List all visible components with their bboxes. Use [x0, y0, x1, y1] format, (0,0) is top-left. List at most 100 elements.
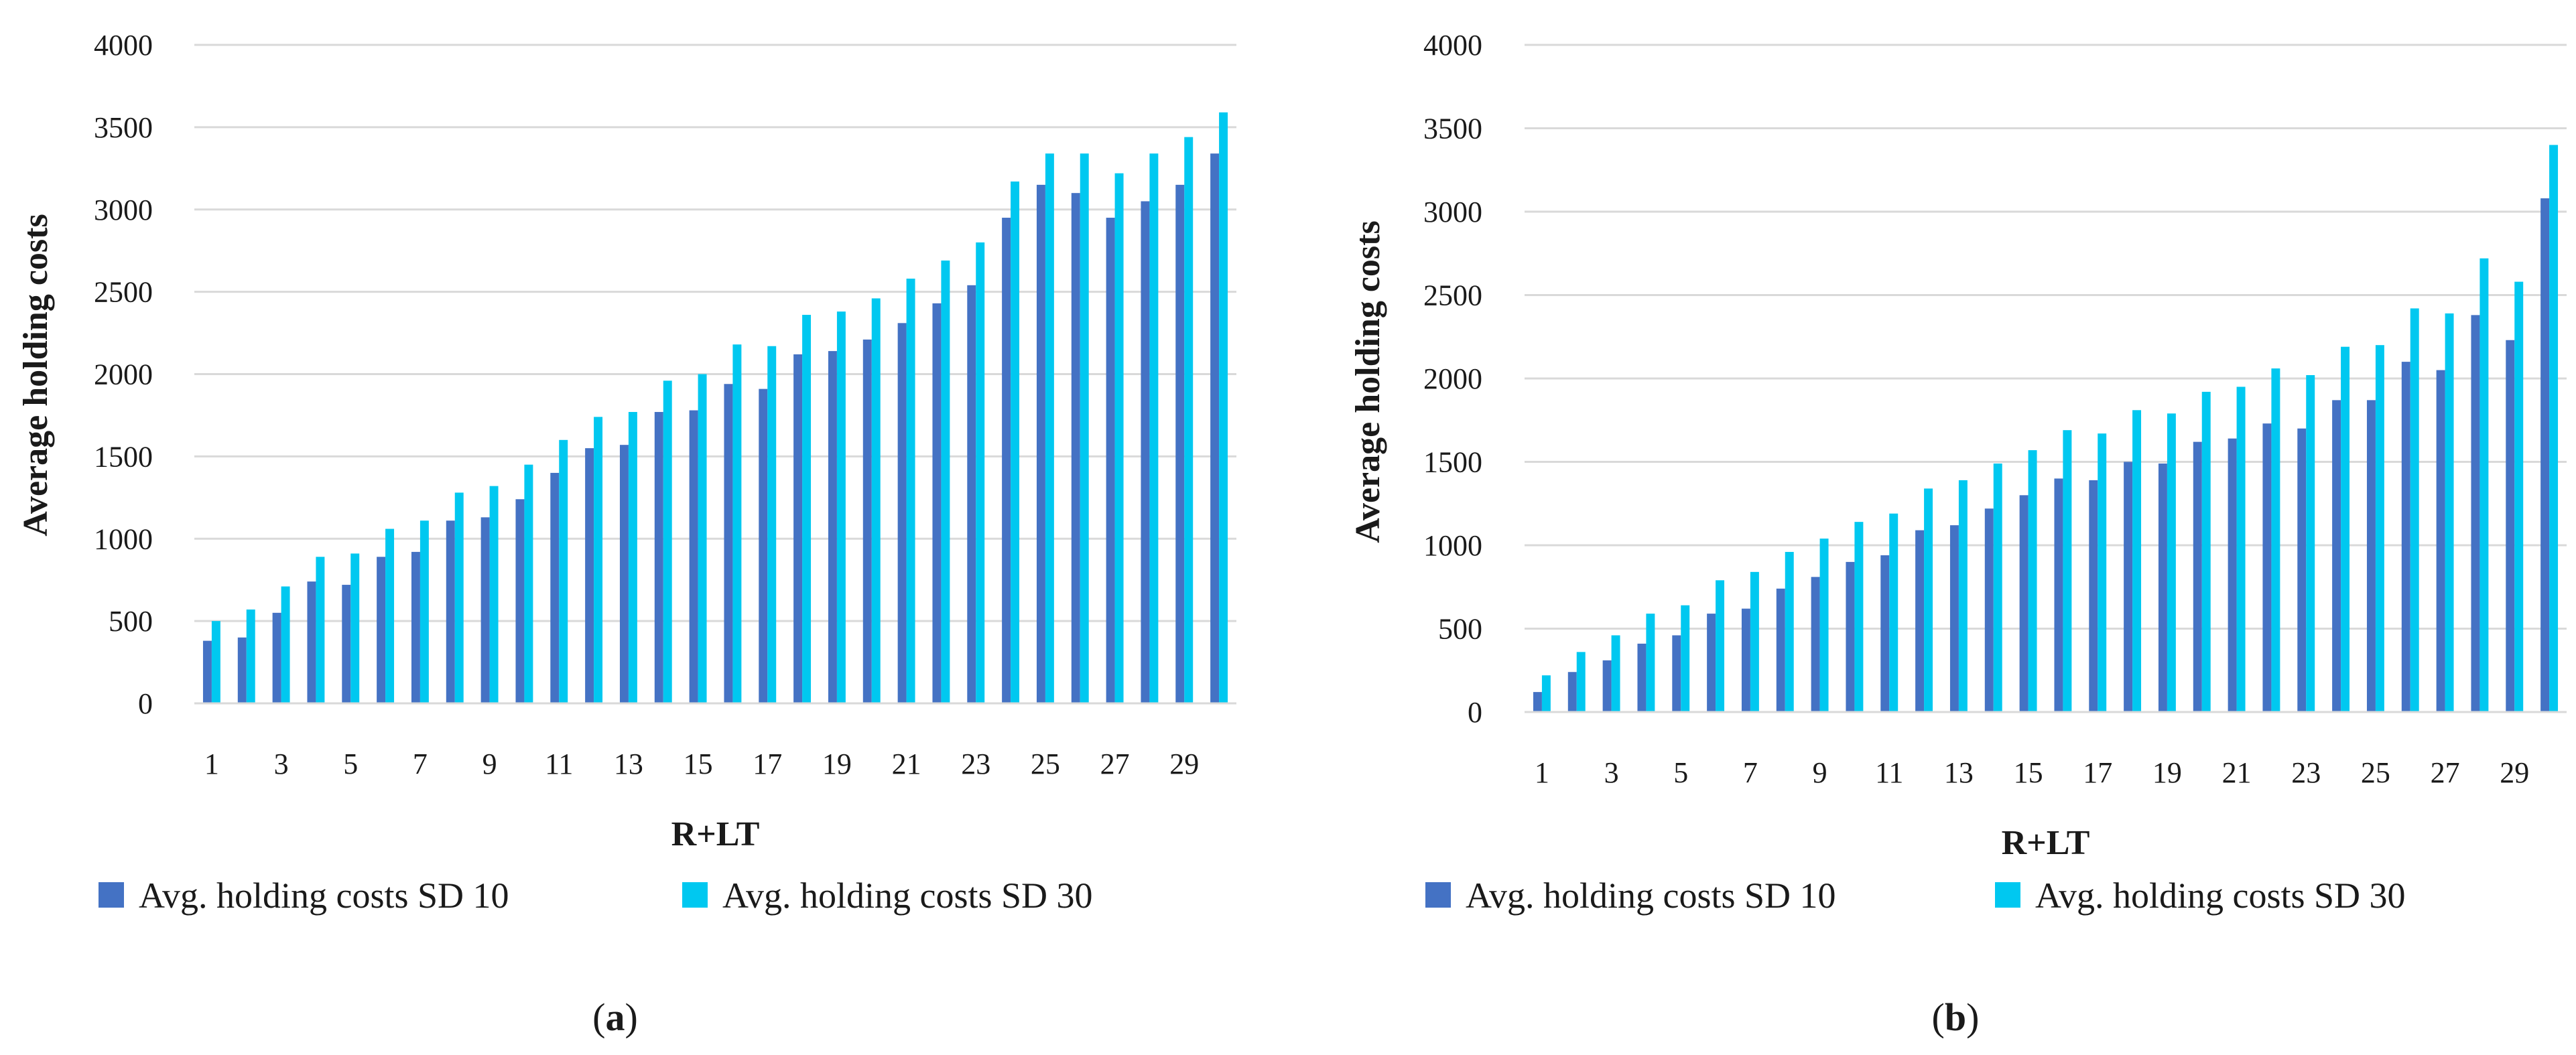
bar: [1541, 675, 1551, 712]
x-tick-label: 5: [343, 748, 358, 780]
bar: [2540, 198, 2550, 713]
bar: [2167, 413, 2176, 712]
bar: [480, 517, 490, 703]
x-tick-label: 5: [1673, 756, 1688, 789]
legend-label: Avg. holding costs SD 10: [139, 875, 509, 916]
x-tick-label: 21: [892, 748, 921, 780]
bar: [281, 586, 290, 703]
bar: [1002, 218, 1011, 704]
bar: [628, 412, 637, 703]
bar: [1889, 513, 1898, 712]
bar: [654, 412, 663, 703]
bar: [1785, 551, 1794, 712]
bar: [828, 351, 837, 703]
bar: [1846, 561, 1855, 712]
bar: [1576, 652, 1586, 712]
y-tick-label: 4000: [94, 29, 153, 62]
bar: [1880, 555, 1890, 712]
x-tick-label: 13: [1944, 756, 1974, 789]
bar: [2019, 495, 2028, 712]
bar: [732, 344, 742, 703]
bar: [1210, 153, 1220, 703]
x-tick-label: 19: [2152, 756, 2182, 789]
bar: [411, 551, 420, 703]
x-tick-label: 27: [2431, 756, 2460, 789]
bar: [2193, 441, 2202, 712]
bar: [967, 285, 976, 703]
bar: [862, 339, 872, 704]
bar: [1533, 692, 1542, 712]
bar: [454, 492, 464, 703]
y-axis-title: Average holding costs: [1349, 220, 1387, 543]
bar: [1175, 184, 1185, 703]
bar: [246, 609, 255, 703]
bar: [2228, 438, 2237, 712]
bar: [1602, 660, 1612, 712]
bar: [1811, 577, 1820, 712]
bar: [1106, 218, 1115, 704]
bar: [1716, 580, 1725, 712]
bar: [1750, 571, 1759, 712]
bar: [2098, 433, 2107, 712]
x-tick-label: 3: [274, 748, 289, 780]
bar: [446, 520, 455, 703]
bar: [2366, 400, 2376, 712]
y-tick-label: 3500: [94, 111, 153, 144]
bar: [550, 472, 560, 703]
bar: [1819, 539, 1829, 712]
bar: [1672, 635, 1681, 712]
x-tick-label: 19: [822, 748, 852, 780]
bar: [1915, 530, 1925, 712]
bar: [2271, 368, 2280, 712]
bar: [689, 410, 698, 703]
x-tick-label: 1: [204, 748, 219, 780]
bar: [836, 311, 846, 703]
y-tick-label: 4000: [1423, 29, 1482, 62]
bar: [2089, 480, 2098, 712]
y-tick-label: 2500: [94, 276, 153, 309]
bar: [1776, 588, 1785, 712]
y-tick-label: 3500: [1423, 113, 1482, 145]
bar: [1637, 643, 1647, 712]
bar: [724, 384, 733, 703]
y-tick-label: 3000: [1423, 196, 1482, 228]
y-tick-label: 500: [109, 605, 153, 638]
x-tick-label: 23: [961, 748, 990, 780]
bar: [211, 621, 220, 703]
x-tick-label: 7: [413, 748, 428, 780]
bar: [2436, 370, 2445, 712]
bar: [802, 315, 812, 703]
bar: [906, 278, 915, 704]
y-tick-label: 3000: [94, 194, 153, 226]
bar: [2480, 258, 2489, 713]
x-tick-label: 7: [1743, 756, 1758, 789]
legend-label: Avg. holding costs SD 30: [722, 875, 1093, 916]
bar: [2445, 313, 2454, 712]
bar: [1141, 201, 1150, 703]
bar: [2471, 315, 2480, 712]
bar: [1646, 614, 1655, 712]
y-tick-label: 1000: [1423, 529, 1482, 562]
bar: [1958, 480, 1968, 712]
x-tick-label: 17: [2083, 756, 2112, 789]
y-tick-label: 1000: [94, 522, 153, 555]
bar: [2201, 391, 2211, 712]
legend-swatch: [1425, 882, 1451, 908]
legend-label: Avg. holding costs SD 10: [1466, 875, 1836, 916]
panel-label: (b): [1932, 995, 1980, 1039]
x-tick-label: 29: [1169, 748, 1199, 780]
y-tick-label: 0: [1468, 696, 1482, 729]
x-axis-title: R+LT: [671, 815, 760, 853]
bar: [515, 499, 525, 703]
x-tick-label: 15: [2014, 756, 2043, 789]
bar: [1984, 508, 1994, 712]
y-tick-label: 0: [138, 687, 153, 720]
bar: [1993, 463, 2002, 712]
bar: [585, 448, 594, 703]
bar: [976, 242, 985, 703]
bar: [2132, 410, 2142, 712]
panel-label: (a): [592, 995, 638, 1039]
bar: [2549, 145, 2559, 712]
bar: [793, 354, 803, 703]
bar: [420, 520, 429, 703]
